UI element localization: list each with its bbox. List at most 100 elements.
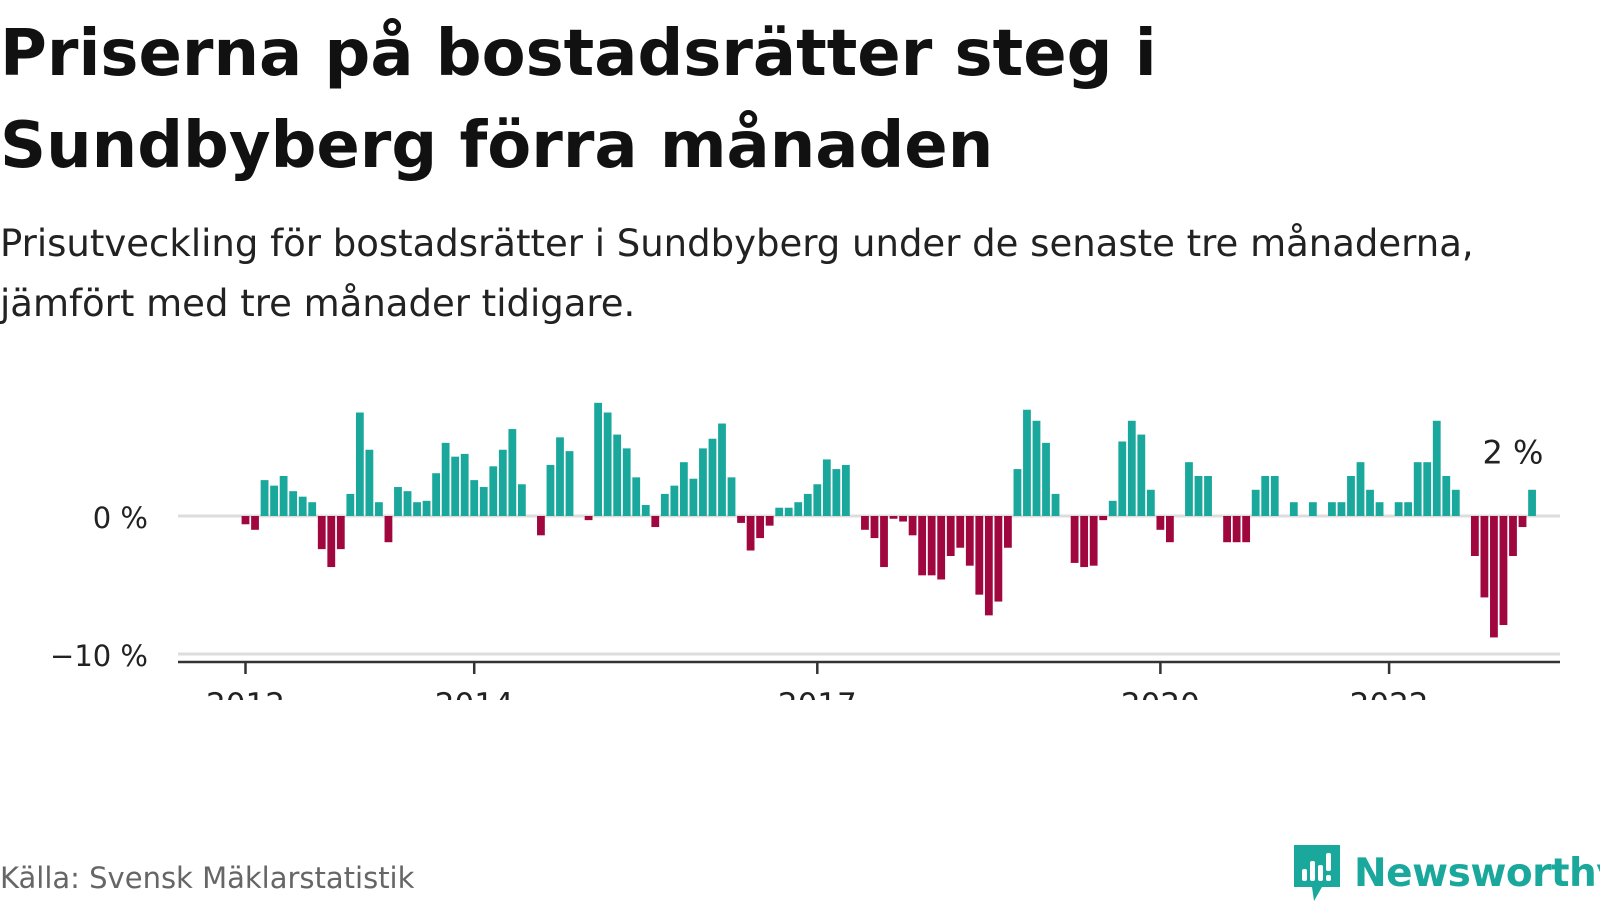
bar — [1499, 516, 1508, 626]
bar — [651, 516, 660, 528]
bar — [279, 475, 288, 516]
bar — [1490, 516, 1498, 638]
bar-series — [241, 402, 1536, 638]
bar — [889, 516, 898, 519]
bar — [670, 485, 679, 516]
bar — [718, 423, 726, 516]
bar — [346, 493, 355, 516]
x-axis — [178, 660, 1560, 674]
x-tick-label: 2014 — [435, 687, 514, 700]
bar — [1366, 489, 1374, 516]
bar — [1261, 475, 1270, 516]
bar — [489, 466, 498, 516]
bar — [870, 516, 879, 539]
bar — [794, 502, 803, 516]
bar — [1156, 516, 1165, 530]
bar — [1185, 462, 1193, 516]
x-tick-label: 2022 — [1350, 687, 1429, 700]
bar — [1089, 516, 1098, 566]
bar — [1204, 475, 1212, 516]
bar — [403, 491, 412, 516]
bar — [622, 448, 631, 516]
bar — [251, 516, 259, 530]
bar — [498, 449, 507, 516]
bar — [1423, 462, 1432, 516]
chart-subtitle: Prisutveckling för bostadsrätter i Sundb… — [0, 222, 1474, 325]
bar — [632, 477, 641, 516]
brand-logo: Newsworthy — [1292, 843, 1600, 903]
bar — [832, 469, 841, 516]
bar — [918, 516, 927, 576]
bar — [1518, 516, 1527, 528]
axis-labels: 0 % −10 % 2012 2014 2017 2020 2022 2 % — [50, 433, 1543, 700]
bar — [660, 493, 669, 516]
bar — [1480, 516, 1489, 598]
bar — [765, 516, 774, 526]
bar — [556, 437, 564, 516]
bar — [1023, 409, 1031, 516]
bar — [613, 434, 622, 516]
newsworthy-logo-icon — [1294, 845, 1340, 901]
bar — [1404, 502, 1413, 516]
bar — [1356, 462, 1365, 516]
bar — [594, 402, 603, 516]
bar — [861, 516, 869, 530]
bar — [1194, 475, 1203, 516]
bar — [1394, 502, 1403, 516]
bar — [537, 516, 545, 536]
bar — [441, 442, 450, 516]
bar — [775, 507, 784, 516]
brand-name: Newsworthy — [1354, 850, 1600, 896]
bar — [1328, 502, 1336, 516]
bar — [1251, 489, 1260, 516]
bar — [565, 451, 574, 516]
bar — [375, 502, 383, 516]
bar — [1432, 420, 1441, 516]
bar — [289, 491, 298, 516]
bar — [1242, 516, 1251, 543]
bar — [841, 464, 850, 516]
bar — [727, 477, 736, 516]
bar — [336, 516, 345, 550]
bar — [737, 516, 745, 523]
bar — [517, 484, 526, 516]
bar — [1223, 516, 1231, 543]
bar — [1080, 516, 1089, 568]
bar — [1099, 516, 1108, 521]
bar — [546, 464, 555, 516]
bar — [927, 516, 936, 576]
x-tick-label: 2020 — [1121, 687, 1200, 700]
bar — [384, 516, 393, 543]
bar — [1004, 516, 1012, 548]
x-tick-label: 2012 — [206, 687, 285, 700]
chart-title: Priserna på bostadsrätter steg i Sundbyb… — [0, 17, 1157, 183]
bar — [460, 453, 469, 516]
bar — [1146, 489, 1155, 516]
bar — [908, 516, 917, 536]
bar — [899, 516, 907, 522]
bar — [470, 480, 479, 516]
bar — [451, 456, 460, 516]
bar — [1509, 516, 1517, 557]
bar — [1118, 441, 1127, 516]
bar — [317, 516, 326, 550]
bar — [1070, 516, 1079, 563]
bar — [508, 429, 517, 516]
bar — [308, 502, 317, 516]
bar — [641, 504, 650, 516]
bar — [746, 516, 755, 551]
bar — [1270, 475, 1279, 516]
bar — [327, 516, 336, 568]
bar — [270, 485, 278, 516]
bar — [1232, 516, 1241, 543]
bar — [1127, 420, 1136, 516]
bar — [956, 516, 965, 548]
bar — [1289, 502, 1298, 516]
bar — [1137, 434, 1146, 516]
bar — [1108, 500, 1117, 516]
bar — [689, 478, 698, 516]
bar — [965, 516, 974, 566]
bar — [432, 473, 440, 516]
bar — [1347, 475, 1355, 516]
bar-chart: 0 % −10 % 2012 2014 2017 2020 2022 2 % — [50, 402, 1560, 700]
